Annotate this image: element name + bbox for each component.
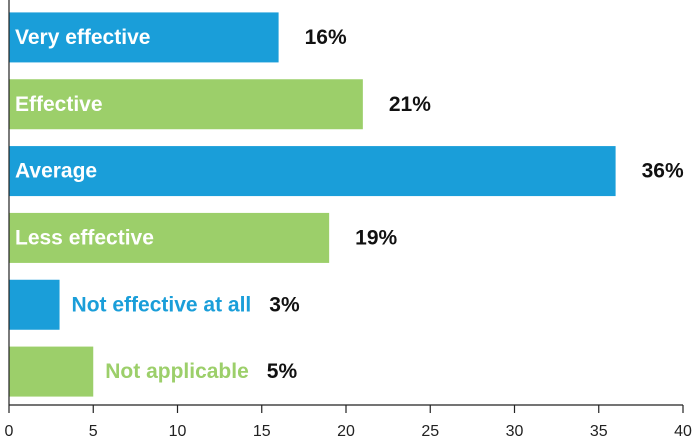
x-tick-label: 10 (169, 423, 187, 440)
category-label: Not applicable (105, 360, 249, 383)
bar (9, 279, 60, 330)
bar (9, 212, 330, 263)
bar (9, 346, 94, 397)
category-label: Less effective (15, 226, 154, 249)
value-label: 3% (269, 293, 300, 316)
category-label: Not effective at all (72, 293, 252, 316)
x-tick-label: 40 (674, 423, 692, 440)
value-label: 5% (267, 360, 298, 383)
x-tick-label: 20 (337, 423, 355, 440)
x-tick-label: 15 (253, 423, 271, 440)
x-tick-label: 30 (506, 423, 524, 440)
value-label: 19% (355, 226, 397, 249)
value-label: 16% (305, 26, 347, 49)
bar (9, 79, 363, 130)
x-tick-label: 35 (590, 423, 608, 440)
x-tick-label: 0 (5, 423, 14, 440)
bar (9, 146, 616, 197)
x-tick-label: 5 (89, 423, 98, 440)
category-label: Average (15, 160, 97, 183)
value-label: 36% (642, 160, 684, 183)
category-label: Very effective (15, 26, 150, 49)
x-tick-label: 25 (421, 423, 439, 440)
category-label: Effective (15, 93, 103, 116)
value-label: 21% (389, 93, 431, 116)
bar (9, 12, 279, 63)
